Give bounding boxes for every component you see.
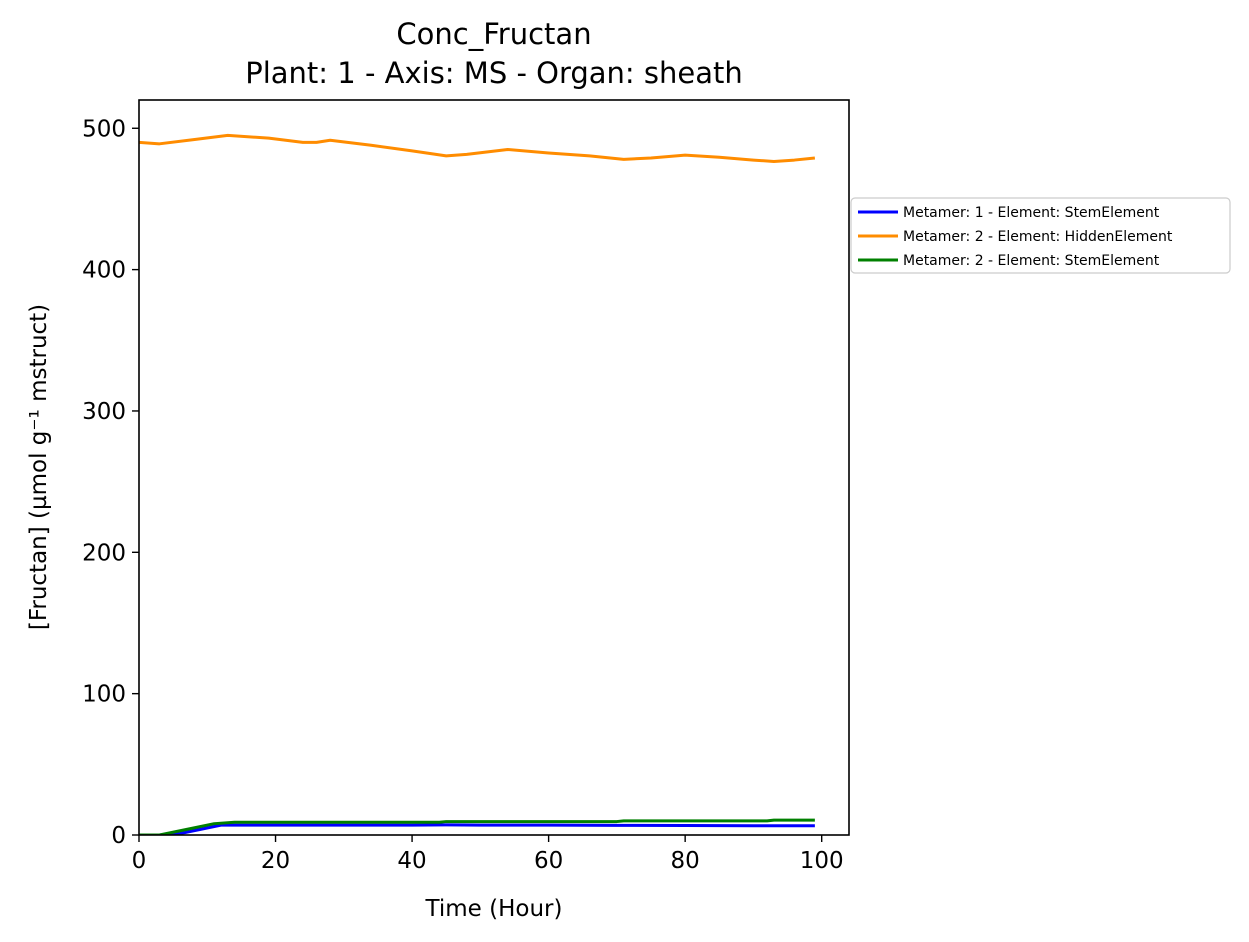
chart-title: Conc_Fructan [396, 17, 591, 51]
legend-box [850, 197, 1231, 274]
legend-label-2: Metamer: 2 - Element: HiddenElement [903, 229, 1173, 245]
y-tick-label: 400 [82, 258, 126, 284]
x-tick-label: 20 [261, 848, 290, 874]
y-tick-label: 0 [111, 823, 126, 849]
series-line-2 [139, 133, 816, 163]
series-line-1 [139, 823, 815, 835]
series-line-3 [139, 818, 815, 835]
y-tick-label: 200 [82, 540, 126, 566]
chart-subtitle: Plant: 1 - Axis: MS - Organ: sheath [245, 56, 743, 90]
y-tick-label: 100 [82, 682, 126, 708]
plot-frame [138, 99, 850, 836]
x-tick-label: 0 [132, 848, 147, 874]
x-axis-label: Time (Hour) [425, 896, 563, 922]
y-axis-label: [Fructan] (µmol g⁻¹ mstruct) [26, 304, 52, 630]
legend-label-3: Metamer: 2 - Element: StemElement [903, 253, 1160, 269]
legend-label-1: Metamer: 1 - Element: StemElement [903, 205, 1160, 221]
x-tick-label: 100 [800, 848, 844, 874]
series-layer [139, 133, 816, 835]
x-tick-label: 40 [397, 848, 426, 874]
y-tick-label: 300 [82, 399, 126, 425]
x-axis: 0 20 40 60 80 100 [132, 835, 844, 874]
y-axis: 0 100 200 300 400 500 [82, 116, 139, 849]
y-tick-label: 500 [82, 116, 126, 142]
x-tick-label: 60 [534, 848, 563, 874]
x-tick-label: 80 [671, 848, 700, 874]
legend: Metamer: 1 - Element: StemElement Metamer… [850, 197, 1231, 274]
